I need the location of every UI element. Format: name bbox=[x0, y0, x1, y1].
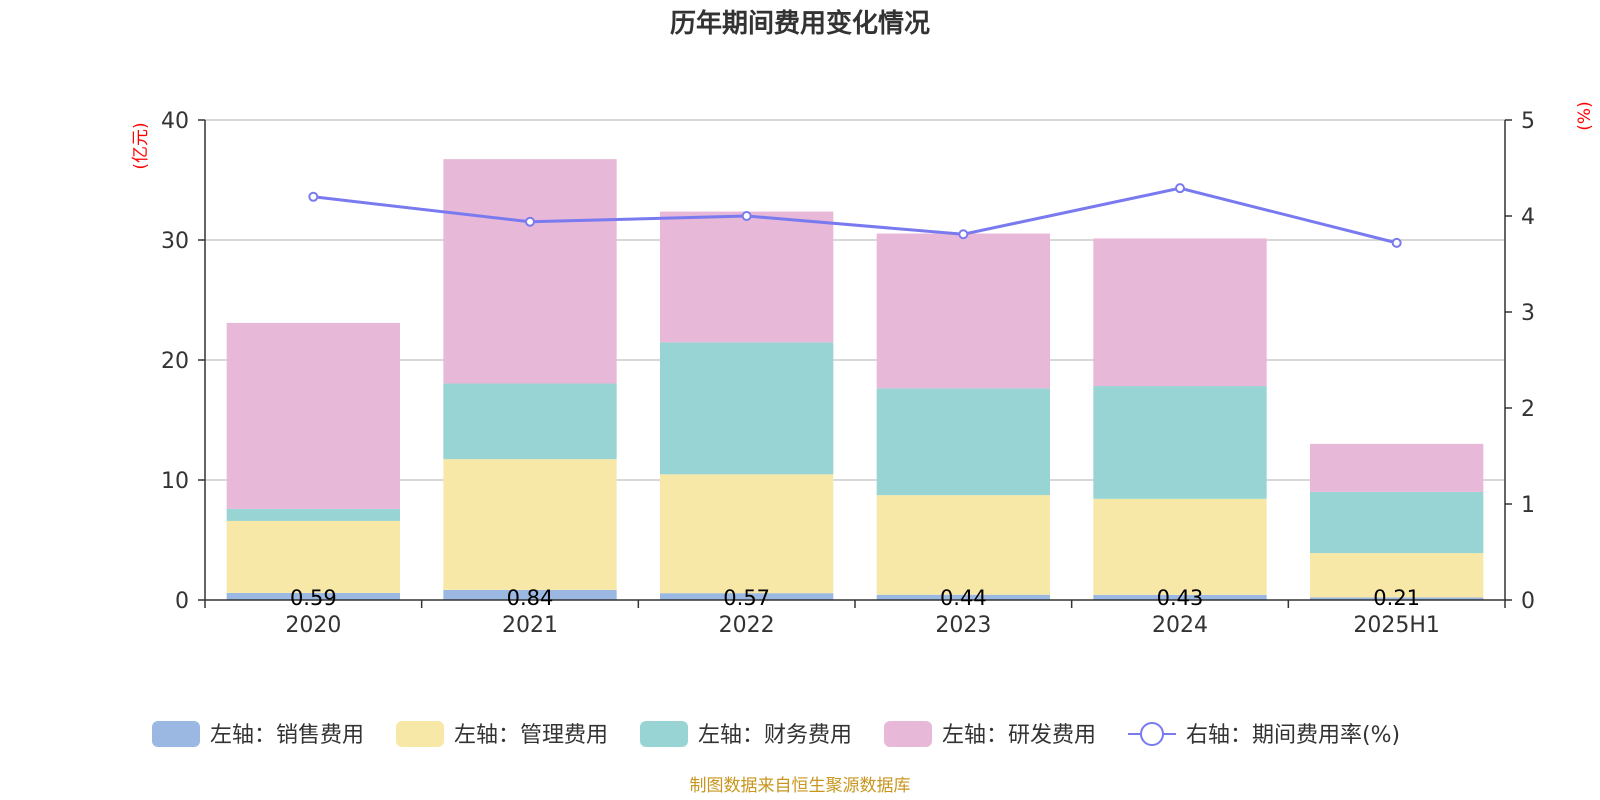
legend-label: 左轴：研发费用 bbox=[942, 723, 1096, 748]
bar-series-group bbox=[226, 159, 1484, 600]
right-tick-label: 2 bbox=[1521, 397, 1535, 422]
legend-swatch bbox=[884, 721, 932, 747]
bar-segment bbox=[226, 520, 400, 593]
legend-label: 左轴：管理费用 bbox=[454, 723, 608, 748]
bar-segment bbox=[1310, 553, 1484, 598]
right-tick-label: 0 bbox=[1521, 589, 1535, 614]
right-tick-label: 5 bbox=[1521, 109, 1535, 134]
bar-segment bbox=[1093, 238, 1267, 387]
bar-segment bbox=[1093, 498, 1267, 595]
x-tick-label: 2021 bbox=[502, 613, 558, 638]
bar-segment bbox=[1310, 443, 1484, 492]
bar-data-label: 0.57 bbox=[723, 586, 770, 610]
bar-segment bbox=[1093, 594, 1267, 600]
x-tick-label: 2022 bbox=[719, 613, 775, 638]
bar-segment bbox=[1310, 491, 1484, 554]
x-tick-label: 2025H1 bbox=[1353, 613, 1440, 638]
bar-segment bbox=[226, 592, 400, 600]
legend-label: 左轴：财务费用 bbox=[698, 723, 852, 748]
bar-segment bbox=[443, 459, 617, 590]
right-axis-unit: (%) bbox=[1575, 101, 1595, 130]
rate-point bbox=[525, 216, 535, 227]
rate-point bbox=[1391, 237, 1402, 248]
rate-line-group bbox=[308, 183, 1402, 248]
bar-segment bbox=[226, 508, 400, 521]
rate-point bbox=[1175, 183, 1185, 194]
right-tick-label: 1 bbox=[1521, 493, 1535, 518]
source-note: 制图数据来自恒生聚源数据库 bbox=[690, 776, 911, 796]
bar-segment bbox=[660, 593, 834, 600]
left-tick-label: 20 bbox=[161, 349, 189, 374]
rate-point bbox=[958, 229, 969, 240]
legend-swatch bbox=[640, 721, 688, 747]
bar-segment bbox=[876, 594, 1050, 600]
legend-label: 左轴：销售费用 bbox=[210, 723, 364, 748]
bar-segment bbox=[443, 383, 617, 460]
bar-data-label: 0.59 bbox=[290, 586, 337, 610]
grid-lines bbox=[205, 119, 1505, 481]
bar-segment bbox=[443, 589, 617, 600]
bar-data-label: 0.21 bbox=[1373, 586, 1420, 610]
bar-data-label: 0.44 bbox=[940, 586, 987, 610]
bar-segment bbox=[1310, 597, 1484, 600]
legend-circle-marker bbox=[1140, 722, 1164, 746]
bar-segment bbox=[443, 159, 617, 384]
left-tick-label: 30 bbox=[161, 229, 189, 254]
chart-title: 历年期间费用变化情况 bbox=[670, 8, 930, 39]
x-tick-label: 2024 bbox=[1152, 613, 1208, 638]
legend: 左轴：销售费用 左轴：管理费用 左轴：财务费用 左轴：研发费用 右轴：期间费用率(%) bbox=[152, 721, 1400, 748]
left-tick-label: 10 bbox=[161, 469, 189, 494]
right-tick-label: 3 bbox=[1521, 301, 1535, 326]
bar-segment bbox=[660, 211, 834, 343]
bar-segment bbox=[226, 322, 400, 509]
left-axis-unit: (亿元) bbox=[131, 122, 151, 169]
legend-label: 右轴：期间费用率(%) bbox=[1186, 723, 1400, 748]
rate-point bbox=[308, 191, 319, 202]
rate-point bbox=[741, 211, 752, 221]
x-tick-label: 2020 bbox=[285, 613, 341, 638]
data-labels: 0.59 0.84 0.57 0.44 0.43 0.21 bbox=[290, 586, 1420, 610]
right-tick-label: 4 bbox=[1521, 205, 1535, 230]
legend-swatch bbox=[396, 721, 444, 747]
left-tick-label: 40 bbox=[161, 109, 189, 134]
axes: 0 10 20 30 40 0 1 2 3 4 5 2020 2021 2022 2023 2024 2025H… bbox=[161, 109, 1535, 638]
bar-segment bbox=[660, 474, 834, 594]
bar-segment bbox=[660, 342, 834, 475]
legend-swatch bbox=[152, 721, 200, 747]
left-tick-label: 0 bbox=[175, 589, 189, 614]
bar-segment bbox=[876, 388, 1050, 496]
bar-segment bbox=[876, 233, 1050, 389]
x-tick-label: 2023 bbox=[935, 613, 991, 638]
bar-data-label: 0.43 bbox=[1157, 586, 1204, 610]
bar-segment bbox=[1093, 386, 1267, 499]
bar-segment bbox=[876, 495, 1050, 595]
bar-data-label: 0.84 bbox=[507, 586, 554, 610]
rate-line bbox=[313, 186, 1398, 245]
